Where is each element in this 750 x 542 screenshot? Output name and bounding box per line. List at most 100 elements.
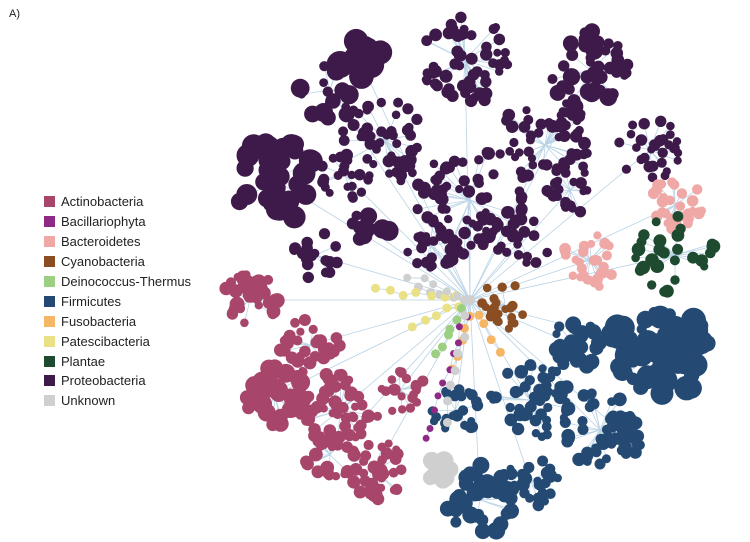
network-node xyxy=(473,508,484,520)
network-node xyxy=(442,181,452,191)
network-node xyxy=(575,257,584,267)
network-node xyxy=(542,430,552,440)
network-node xyxy=(578,136,591,150)
network-node xyxy=(422,470,438,486)
network-node xyxy=(678,344,692,358)
network-node xyxy=(311,465,325,479)
network-node xyxy=(559,243,571,255)
network-edge xyxy=(469,239,521,301)
network-node xyxy=(543,402,553,413)
network-node xyxy=(616,445,628,456)
network-node xyxy=(362,105,372,115)
network-node xyxy=(558,107,567,116)
legend-swatch xyxy=(44,216,55,228)
network-node xyxy=(301,415,312,426)
network-node xyxy=(522,106,531,115)
network-node xyxy=(457,31,467,41)
network-node xyxy=(662,167,671,176)
network-node xyxy=(468,219,477,228)
network-node xyxy=(552,329,561,339)
network-node xyxy=(363,175,373,185)
network-node xyxy=(523,461,535,474)
network-node xyxy=(665,130,675,140)
network-node xyxy=(444,164,454,174)
network-node xyxy=(398,405,407,414)
network-node xyxy=(320,267,331,278)
network-node xyxy=(681,307,706,333)
network-node xyxy=(445,380,455,390)
network-node xyxy=(626,129,636,139)
network-node xyxy=(650,259,665,273)
network-node xyxy=(560,380,574,394)
network-node xyxy=(633,379,649,395)
network-node xyxy=(624,331,638,345)
network-node xyxy=(325,93,341,109)
network-edge xyxy=(469,299,531,481)
network-node xyxy=(409,390,419,399)
network-node xyxy=(562,68,581,86)
network-node xyxy=(495,149,505,159)
network-node xyxy=(550,178,561,189)
legend-swatch xyxy=(44,395,55,407)
network-node xyxy=(323,347,337,360)
network-node xyxy=(453,348,462,358)
legend-item-bacillariophyta: Bacillariophyta xyxy=(44,212,191,232)
network-node xyxy=(442,303,452,313)
network-node xyxy=(339,420,351,433)
network-node xyxy=(605,413,617,425)
network-node xyxy=(458,226,471,240)
network-node xyxy=(388,383,401,396)
network-node xyxy=(344,389,357,402)
network-node xyxy=(493,244,503,255)
network-node xyxy=(466,240,476,250)
network-node xyxy=(647,280,657,290)
network-node xyxy=(647,172,658,183)
network-node xyxy=(365,483,377,495)
network-node xyxy=(533,476,542,486)
legend-swatch xyxy=(44,295,55,307)
network-node xyxy=(493,59,506,71)
network-node xyxy=(601,238,610,248)
network-node xyxy=(574,340,589,355)
network-node xyxy=(672,211,684,222)
network-edge xyxy=(599,401,612,431)
network-node xyxy=(510,281,520,291)
network-node xyxy=(585,42,603,60)
network-node xyxy=(298,314,311,326)
network-node xyxy=(453,384,465,396)
network-node xyxy=(692,184,703,195)
network-node xyxy=(391,110,401,120)
network-node xyxy=(331,472,341,481)
network-node xyxy=(676,188,688,199)
network-node xyxy=(551,165,562,177)
network-node xyxy=(518,121,531,133)
network-node xyxy=(505,402,515,413)
network-node xyxy=(672,137,682,146)
network-node xyxy=(241,284,254,297)
network-node xyxy=(628,120,638,130)
network-edge xyxy=(469,199,513,224)
network-node xyxy=(592,255,603,266)
network-node xyxy=(412,142,422,153)
network-node xyxy=(656,157,667,168)
network-node xyxy=(280,134,302,156)
network-node xyxy=(320,434,332,446)
network-node xyxy=(391,448,404,460)
network-node xyxy=(455,185,464,194)
network-edge xyxy=(469,144,546,301)
network-node xyxy=(464,94,478,108)
legend-swatch xyxy=(44,355,55,367)
network-node xyxy=(452,315,462,325)
network-node xyxy=(488,169,499,180)
network-node xyxy=(353,485,367,499)
network-node xyxy=(230,192,249,211)
network-node xyxy=(514,365,529,379)
network-node xyxy=(528,362,537,371)
network-node xyxy=(688,330,714,355)
network-node xyxy=(318,228,331,240)
network-node xyxy=(290,78,310,98)
network-node xyxy=(283,205,306,229)
network-node xyxy=(455,11,467,23)
network-node xyxy=(663,219,672,228)
network-node xyxy=(272,415,289,432)
